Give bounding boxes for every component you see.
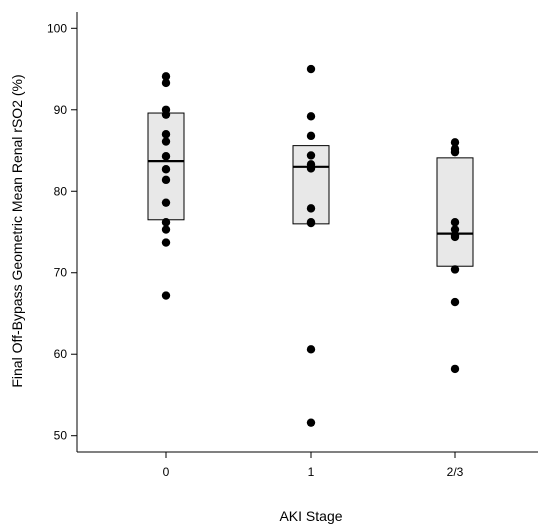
data-point <box>450 147 460 157</box>
x-tick-label: 0 <box>163 465 170 479</box>
data-point <box>161 72 171 81</box>
data-point <box>450 218 460 227</box>
data-point <box>161 165 171 174</box>
y-tick-label: 90 <box>54 103 68 117</box>
data-point <box>306 151 316 160</box>
y-tick-label: 60 <box>54 347 68 361</box>
data-point <box>306 64 316 74</box>
data-points <box>161 64 460 427</box>
box-3 <box>436 157 474 267</box>
data-point <box>306 164 316 173</box>
y-tick-label: 50 <box>54 429 68 443</box>
data-point <box>450 232 460 242</box>
data-point <box>306 204 316 213</box>
data-point <box>161 218 171 227</box>
data-point <box>161 130 171 139</box>
x-tick-label: 2/3 <box>447 465 464 479</box>
x-tick-label: 1 <box>308 465 315 479</box>
data-point <box>306 218 316 228</box>
data-point <box>161 152 171 161</box>
data-point <box>161 175 171 185</box>
data-point <box>161 198 171 207</box>
data-point <box>161 225 171 234</box>
y-ticks: 50 60 70 80 90 100 <box>47 21 77 443</box>
data-point <box>306 112 316 121</box>
data-point <box>161 110 171 119</box>
y-tick-label: 70 <box>54 266 68 280</box>
data-point <box>450 297 460 307</box>
data-point <box>306 345 316 354</box>
data-point <box>450 364 460 374</box>
data-point <box>450 138 460 147</box>
x-axis-title: AKI Stage <box>279 508 342 524</box>
data-point <box>161 137 171 146</box>
data-point <box>450 265 460 274</box>
data-point <box>306 131 316 141</box>
y-tick-label: 100 <box>47 21 67 35</box>
data-point <box>161 238 171 247</box>
y-axis-title: Final Off-Bypass Geometric Mean Renal rS… <box>9 74 25 387</box>
y-tick-label: 80 <box>54 184 68 198</box>
data-point <box>161 78 171 88</box>
x-ticks: 0 1 2/3 <box>163 452 464 479</box>
axes <box>76 12 538 453</box>
data-point <box>306 418 316 427</box>
data-point <box>161 291 171 300</box>
